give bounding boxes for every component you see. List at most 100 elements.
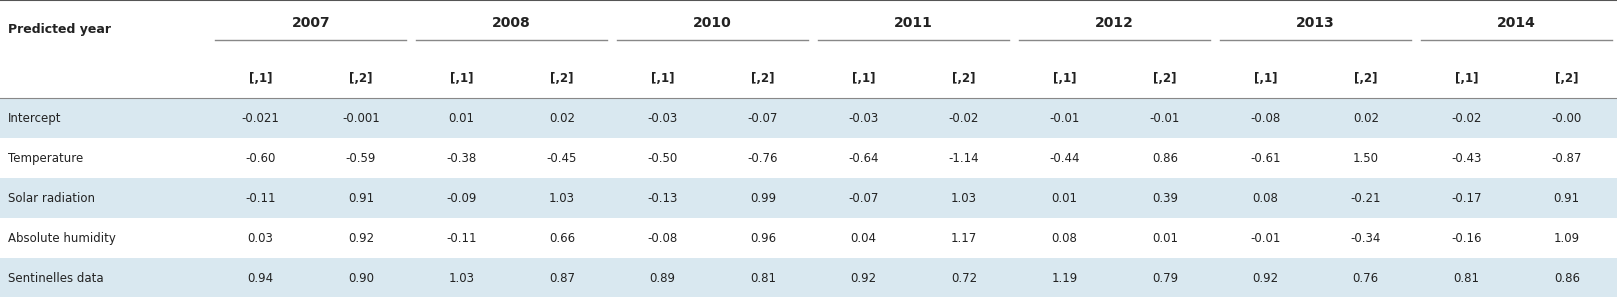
Text: 0.87: 0.87 — [548, 272, 576, 285]
Text: Temperature: Temperature — [8, 152, 84, 165]
Text: Sentinelles data: Sentinelles data — [8, 272, 103, 285]
Text: 1.03: 1.03 — [951, 192, 977, 205]
Text: -0.59: -0.59 — [346, 152, 377, 165]
Text: -0.09: -0.09 — [446, 192, 477, 205]
Text: [,2]: [,2] — [349, 72, 372, 85]
Text: 0.03: 0.03 — [247, 232, 273, 245]
Text: 2007: 2007 — [291, 15, 330, 30]
Text: 0.79: 0.79 — [1151, 272, 1177, 285]
Text: 0.01: 0.01 — [1151, 232, 1177, 245]
Text: [,1]: [,1] — [852, 72, 875, 85]
Text: 0.02: 0.02 — [548, 112, 576, 124]
FancyBboxPatch shape — [0, 98, 1617, 138]
Text: 0.08: 0.08 — [1252, 192, 1279, 205]
Text: [,1]: [,1] — [249, 72, 272, 85]
Text: -0.00: -0.00 — [1552, 112, 1581, 124]
Text: -0.50: -0.50 — [647, 152, 678, 165]
Text: 0.89: 0.89 — [650, 272, 676, 285]
Text: Absolute humidity: Absolute humidity — [8, 232, 116, 245]
Text: 2010: 2010 — [694, 15, 733, 30]
Text: -0.44: -0.44 — [1049, 152, 1080, 165]
Text: -0.38: -0.38 — [446, 152, 477, 165]
Text: [,2]: [,2] — [550, 72, 574, 85]
Text: -0.01: -0.01 — [1250, 232, 1281, 245]
Text: 1.19: 1.19 — [1051, 272, 1077, 285]
Text: -0.02: -0.02 — [949, 112, 978, 124]
Text: Predicted year: Predicted year — [8, 23, 112, 36]
Text: Intercept: Intercept — [8, 112, 61, 124]
Text: 0.96: 0.96 — [750, 232, 776, 245]
Text: [,1]: [,1] — [450, 72, 474, 85]
Text: 1.03: 1.03 — [548, 192, 576, 205]
Text: -0.03: -0.03 — [647, 112, 678, 124]
Text: -0.11: -0.11 — [246, 192, 277, 205]
Text: 0.86: 0.86 — [1151, 152, 1177, 165]
FancyBboxPatch shape — [0, 178, 1617, 218]
Text: 0.92: 0.92 — [851, 272, 876, 285]
Text: 0.66: 0.66 — [548, 232, 576, 245]
FancyBboxPatch shape — [0, 258, 1617, 297]
Text: 1.50: 1.50 — [1353, 152, 1379, 165]
Text: [,1]: [,1] — [1253, 72, 1277, 85]
Text: 0.81: 0.81 — [750, 272, 776, 285]
Text: 0.86: 0.86 — [1554, 272, 1580, 285]
Text: -0.87: -0.87 — [1552, 152, 1581, 165]
Text: 0.01: 0.01 — [1051, 192, 1077, 205]
Text: -0.17: -0.17 — [1450, 192, 1481, 205]
Text: 0.76: 0.76 — [1353, 272, 1379, 285]
Text: 1.09: 1.09 — [1554, 232, 1580, 245]
Text: 2013: 2013 — [1297, 15, 1336, 30]
Text: 0.94: 0.94 — [247, 272, 273, 285]
Text: 0.72: 0.72 — [951, 272, 977, 285]
Text: -0.08: -0.08 — [647, 232, 678, 245]
Text: [,1]: [,1] — [1053, 72, 1075, 85]
Text: 0.39: 0.39 — [1151, 192, 1177, 205]
Text: 2011: 2011 — [894, 15, 933, 30]
Text: -0.21: -0.21 — [1350, 192, 1381, 205]
Text: Solar radiation: Solar radiation — [8, 192, 95, 205]
Text: -0.61: -0.61 — [1250, 152, 1281, 165]
Text: -0.60: -0.60 — [246, 152, 275, 165]
Text: -0.07: -0.07 — [747, 112, 778, 124]
Text: 0.01: 0.01 — [448, 112, 474, 124]
Text: -0.01: -0.01 — [1150, 112, 1180, 124]
Text: -0.03: -0.03 — [849, 112, 878, 124]
Text: -0.13: -0.13 — [647, 192, 678, 205]
Text: -0.02: -0.02 — [1450, 112, 1481, 124]
Text: 0.92: 0.92 — [348, 232, 374, 245]
Text: -0.45: -0.45 — [547, 152, 577, 165]
Text: 0.08: 0.08 — [1051, 232, 1077, 245]
Text: [,2]: [,2] — [1556, 72, 1578, 85]
Text: -0.07: -0.07 — [849, 192, 878, 205]
Text: [,2]: [,2] — [952, 72, 975, 85]
Text: 0.04: 0.04 — [851, 232, 876, 245]
Text: -0.16: -0.16 — [1450, 232, 1481, 245]
FancyBboxPatch shape — [0, 218, 1617, 258]
Text: 2012: 2012 — [1095, 15, 1134, 30]
Text: [,2]: [,2] — [1153, 72, 1177, 85]
Text: 0.90: 0.90 — [348, 272, 374, 285]
Text: [,2]: [,2] — [752, 72, 775, 85]
Text: -0.76: -0.76 — [747, 152, 778, 165]
Text: -0.01: -0.01 — [1049, 112, 1080, 124]
Text: 0.91: 0.91 — [348, 192, 374, 205]
Text: [,1]: [,1] — [1455, 72, 1478, 85]
Text: 1.17: 1.17 — [951, 232, 977, 245]
Text: -0.021: -0.021 — [241, 112, 280, 124]
Text: 0.02: 0.02 — [1353, 112, 1379, 124]
Text: 0.81: 0.81 — [1454, 272, 1480, 285]
Text: -0.43: -0.43 — [1450, 152, 1481, 165]
FancyBboxPatch shape — [0, 0, 1617, 59]
Text: 2008: 2008 — [492, 15, 530, 30]
Text: -1.14: -1.14 — [949, 152, 980, 165]
Text: -0.08: -0.08 — [1250, 112, 1281, 124]
Text: -0.64: -0.64 — [847, 152, 878, 165]
Text: -0.34: -0.34 — [1350, 232, 1381, 245]
Text: 1.03: 1.03 — [448, 272, 474, 285]
FancyBboxPatch shape — [0, 138, 1617, 178]
FancyBboxPatch shape — [0, 59, 1617, 98]
Text: -0.11: -0.11 — [446, 232, 477, 245]
Text: [,1]: [,1] — [650, 72, 674, 85]
Text: 2014: 2014 — [1497, 15, 1536, 30]
Text: 0.91: 0.91 — [1554, 192, 1580, 205]
